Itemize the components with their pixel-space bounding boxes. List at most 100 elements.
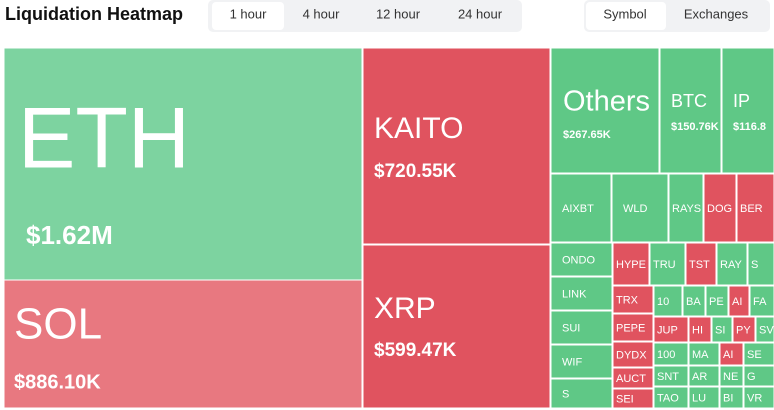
- tile[interactable]: VR: [744, 387, 774, 408]
- tile[interactable]: BI: [720, 387, 743, 408]
- time-tab[interactable]: 1 hour: [230, 6, 268, 21]
- tile[interactable]: 10: [654, 286, 682, 316]
- tile-bg: [704, 174, 736, 242]
- tile[interactable]: TAO: [654, 387, 688, 408]
- tile[interactable]: S: [551, 379, 612, 408]
- tile[interactable]: DOG: [704, 174, 736, 242]
- tile[interactable]: AI: [720, 343, 743, 365]
- tile-label: SI: [715, 324, 725, 336]
- tile-label: WIF: [562, 356, 582, 368]
- tile-bg: [660, 48, 721, 173]
- tile-label: DYDX: [616, 349, 647, 361]
- tile[interactable]: IP $116.8: [722, 48, 774, 173]
- tile-value: $150.76K: [671, 121, 719, 133]
- tile-label: ONDO: [562, 254, 595, 266]
- tile[interactable]: KAITO $720.55K: [363, 48, 550, 244]
- tile-label: ETH: [18, 91, 190, 187]
- tile[interactable]: HYPE: [613, 243, 649, 285]
- tile-bg: [613, 342, 653, 367]
- tile-bg: [722, 48, 774, 173]
- tile-label: TAO: [657, 392, 679, 404]
- tile[interactable]: TRU: [650, 243, 685, 285]
- tile-bg: [551, 174, 611, 242]
- tile-bg: [654, 387, 688, 408]
- tile[interactable]: SE: [744, 343, 774, 365]
- tile-label: DOG: [707, 203, 732, 215]
- tile[interactable]: SUI: [551, 311, 612, 344]
- tile[interactable]: BA: [683, 286, 705, 316]
- tile[interactable]: SEI: [613, 389, 653, 408]
- tile-bg: [650, 243, 685, 285]
- tile[interactable]: ONDO: [551, 243, 612, 276]
- tile-bg: [551, 311, 612, 344]
- tile[interactable]: 100: [654, 343, 688, 365]
- tile-label: PE: [709, 296, 724, 308]
- tile[interactable]: SI: [712, 317, 732, 342]
- time-tab-group: [208, 0, 522, 32]
- tile[interactable]: BTC $150.76K: [660, 48, 721, 173]
- tile[interactable]: S: [748, 243, 774, 285]
- tile[interactable]: LINK: [551, 277, 612, 310]
- tile-bg: [654, 317, 688, 342]
- tile-label: NE: [723, 371, 738, 383]
- time-tab[interactable]: 24 hour: [458, 6, 503, 21]
- tile-bg: [4, 48, 362, 280]
- tile-label: BTC: [671, 91, 707, 111]
- tile-bg: [4, 280, 362, 408]
- view-tab[interactable]: Symbol: [603, 6, 646, 21]
- tile[interactable]: LU: [689, 387, 719, 408]
- time-tab[interactable]: 12 hour: [376, 6, 421, 21]
- tile[interactable]: PE: [706, 286, 728, 316]
- tile-label: SV: [759, 324, 774, 336]
- tile[interactable]: G: [744, 366, 774, 386]
- tile-label: AR: [692, 371, 707, 383]
- tile[interactable]: RAY: [717, 243, 747, 285]
- tile[interactable]: JUP: [654, 317, 688, 342]
- tile-label: AI: [723, 349, 733, 361]
- tile[interactable]: PY: [733, 317, 755, 342]
- tile[interactable]: SV: [756, 317, 774, 342]
- tile[interactable]: BER: [737, 174, 774, 242]
- tile[interactable]: FA: [750, 286, 774, 316]
- tile-label: RAYS: [672, 203, 701, 215]
- tile-label: HI: [692, 324, 703, 336]
- tile[interactable]: AUCT: [613, 368, 653, 388]
- tile-label: PEPE: [616, 322, 645, 334]
- active-tab-bg: [212, 2, 284, 30]
- tile[interactable]: NE: [720, 366, 743, 386]
- tile[interactable]: AR: [689, 366, 719, 386]
- tile[interactable]: SNT: [654, 366, 688, 386]
- tile[interactable]: AI: [729, 286, 749, 316]
- tile-bg: [733, 317, 755, 342]
- tile[interactable]: ETH $1.62M: [4, 48, 362, 280]
- tile[interactable]: SOL $886.10K: [4, 280, 362, 408]
- tile[interactable]: Others $267.65K: [551, 48, 659, 173]
- tile[interactable]: PEPE: [613, 314, 653, 341]
- tile-value: $599.47K: [374, 340, 457, 361]
- tile[interactable]: WLD: [612, 174, 668, 242]
- tile[interactable]: XRP $599.47K: [363, 245, 550, 408]
- tile-label: SE: [747, 349, 762, 361]
- tile-bg: [689, 343, 719, 365]
- time-tab[interactable]: 4 hour: [303, 6, 341, 21]
- tile-value: $267.65K: [563, 129, 611, 141]
- tile[interactable]: WIF: [551, 345, 612, 378]
- tile-value: $116.8: [733, 121, 766, 133]
- tile-label: TRX: [616, 294, 639, 306]
- tile[interactable]: TST: [686, 243, 716, 285]
- tile-label: RAY: [720, 259, 742, 271]
- tile[interactable]: AIXBT: [551, 174, 611, 242]
- tile-label: HYPE: [616, 259, 646, 271]
- tile[interactable]: HI: [689, 317, 711, 342]
- tile-bg: [686, 243, 716, 285]
- tile[interactable]: MA: [689, 343, 719, 365]
- view-tab[interactable]: Exchanges: [684, 6, 749, 21]
- tile-label: KAITO: [374, 112, 463, 145]
- tile-bg: [706, 286, 728, 316]
- tile-bg: [613, 389, 653, 408]
- tile-bg: [689, 387, 719, 408]
- tile[interactable]: TRX: [613, 286, 653, 313]
- tile[interactable]: DYDX: [613, 342, 653, 367]
- tile[interactable]: RAYS: [669, 174, 703, 242]
